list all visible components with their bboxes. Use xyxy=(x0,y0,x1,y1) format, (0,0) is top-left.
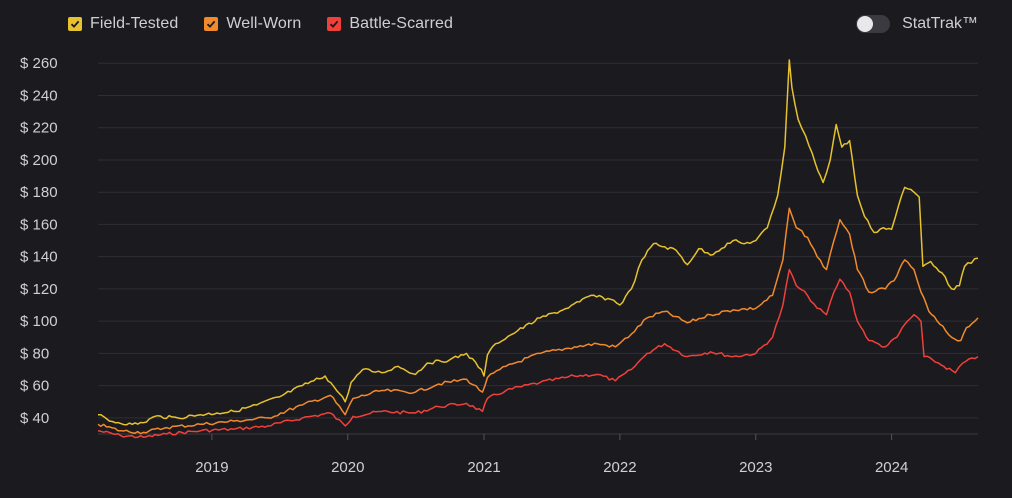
y-tick-label: $ 260 xyxy=(20,55,58,72)
y-tick-label: $ 240 xyxy=(20,87,58,104)
y-tick-label: $ 220 xyxy=(20,120,58,137)
toggle-switch[interactable] xyxy=(856,15,891,33)
legend: Field-Tested Well-Worn Battle-Scarred xyxy=(68,15,453,33)
y-tick-label: $ 40 xyxy=(20,410,49,427)
series-line-well-worn xyxy=(97,207,979,435)
legend-label: Field-Tested xyxy=(90,15,179,32)
legend-item-battle-scarred[interactable]: Battle-Scarred xyxy=(327,15,453,33)
stattrak-toggle[interactable]: StatTrak™ xyxy=(856,15,978,33)
legend-item-field-tested[interactable]: Field-Tested xyxy=(68,15,178,33)
legend-item-well-worn[interactable]: Well-Worn xyxy=(204,15,301,33)
y-tick-label: $ 180 xyxy=(20,184,58,201)
y-tick-label: $ 200 xyxy=(20,152,58,169)
legend-label: Well-Worn xyxy=(226,15,302,32)
checkbox-icon[interactable] xyxy=(327,17,342,31)
series-line-field-tested xyxy=(98,59,979,426)
legend-label: Battle-Scarred xyxy=(349,15,454,32)
x-tick-label: 2019 xyxy=(195,459,228,476)
x-tick-label: 2023 xyxy=(739,459,772,476)
y-tick-label: $ 60 xyxy=(20,378,49,395)
y-tick-label: $ 100 xyxy=(20,313,58,330)
x-tick-label: 2020 xyxy=(331,459,364,476)
x-tick-label: 2021 xyxy=(467,459,500,476)
y-tick-label: $ 160 xyxy=(20,216,58,233)
x-tick-label: 2022 xyxy=(603,459,636,476)
series-line-battle-scarred xyxy=(97,268,979,439)
y-tick-label: $ 140 xyxy=(20,249,58,266)
toggle-label: StatTrak™ xyxy=(902,15,978,32)
toggle-knob xyxy=(857,16,874,32)
y-tick-label: $ 80 xyxy=(20,345,49,362)
y-tick-label: $ 120 xyxy=(20,281,58,298)
checkbox-icon[interactable] xyxy=(68,17,82,31)
checkbox-icon[interactable] xyxy=(204,17,219,31)
x-tick-label: 2024 xyxy=(875,459,908,476)
